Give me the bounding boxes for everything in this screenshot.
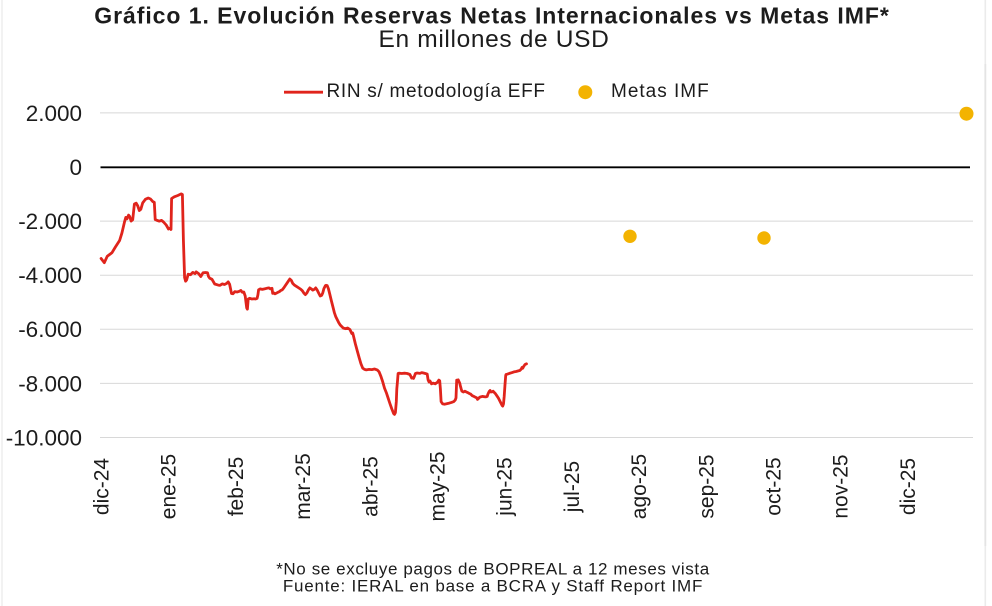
svg-text:2.000: 2.000	[26, 101, 82, 126]
svg-text:Gráfico 1. Evolución Reservas: Gráfico 1. Evolución Reservas Netas Inte…	[94, 3, 889, 29]
svg-text:-6.000: -6.000	[18, 317, 82, 342]
svg-text:sep-25: sep-25	[695, 454, 718, 518]
svg-text:oct-25: oct-25	[763, 457, 786, 515]
svg-text:Fuente: IERAL en base a BCRA y: Fuente: IERAL en base a BCRA y Staff Rep…	[283, 577, 703, 596]
svg-text:-2.000: -2.000	[18, 209, 82, 234]
svg-text:jul-25: jul-25	[561, 461, 584, 513]
svg-text:ene-25: ene-25	[158, 454, 181, 519]
svg-text:En millones de USD: En millones de USD	[379, 26, 610, 53]
svg-text:RIN s/ metodología EFF: RIN s/ metodología EFF	[327, 81, 546, 102]
svg-text:jun-25: jun-25	[494, 457, 517, 516]
svg-text:nov-25: nov-25	[830, 454, 853, 518]
svg-text:abr-25: abr-25	[359, 456, 382, 517]
svg-text:feb-25: feb-25	[225, 457, 248, 517]
svg-text:-4.000: -4.000	[18, 263, 82, 288]
svg-text:-10.000: -10.000	[6, 425, 82, 450]
svg-text:dic-24: dic-24	[91, 458, 114, 516]
svg-text:0: 0	[69, 155, 82, 180]
svg-text:mar-25: mar-25	[292, 453, 315, 520]
svg-text:*No se excluye pagos de BOPREA: *No se excluye pagos de BOPREAL a 12 mes…	[276, 560, 710, 579]
svg-text:ago-25: ago-25	[628, 454, 651, 519]
svg-text:-8.000: -8.000	[18, 371, 82, 396]
svg-text:may-25: may-25	[427, 451, 450, 521]
svg-text:dic-25: dic-25	[897, 458, 920, 515]
svg-text:Metas IMF: Metas IMF	[611, 81, 710, 102]
